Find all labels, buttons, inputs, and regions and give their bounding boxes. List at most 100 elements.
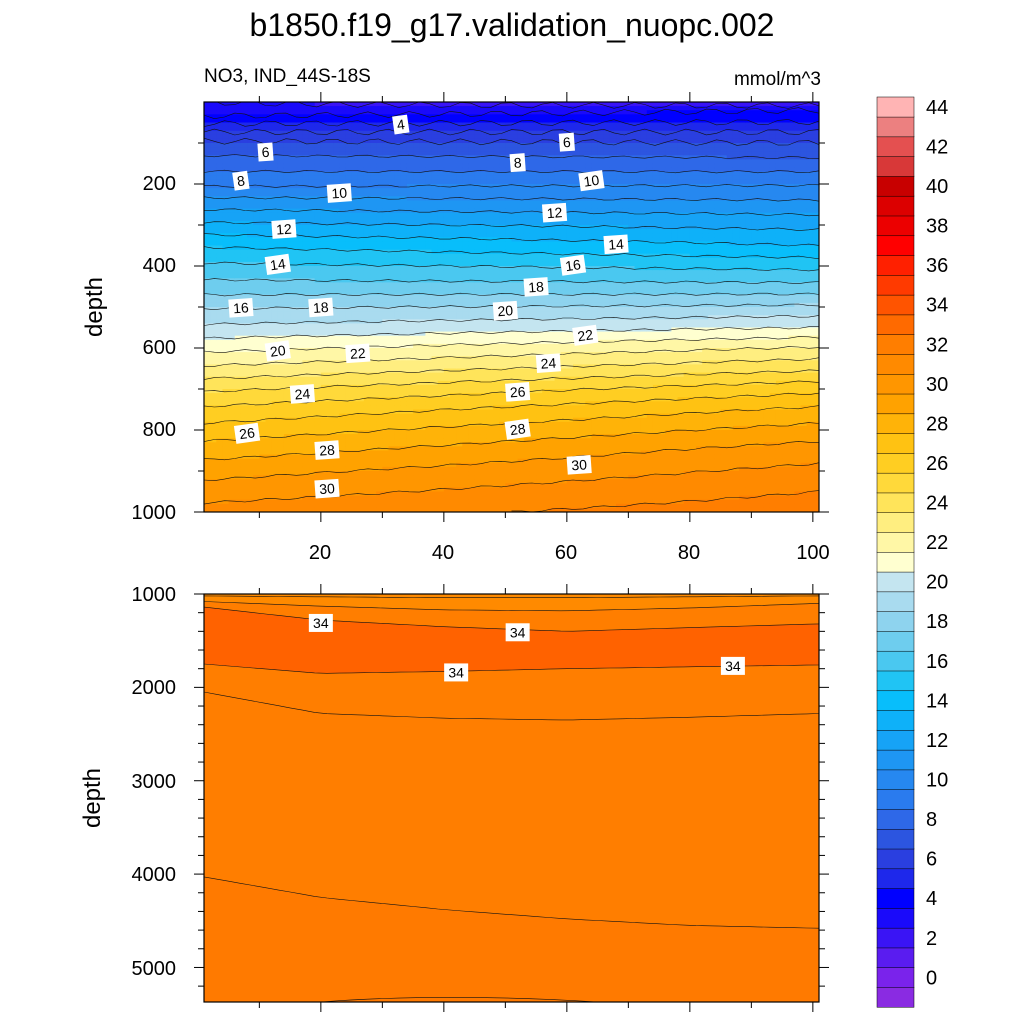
upper-fill-cell: [376, 188, 383, 193]
upper-fill-cell: [314, 462, 322, 468]
upper-fill-cell: [388, 475, 396, 480]
upper-fill-cell: [468, 348, 476, 353]
upper-fill-cell: [277, 507, 285, 512]
upper-fill-cell: [351, 110, 359, 115]
upper-fill-cell: [468, 327, 476, 333]
upper-fill-cell: [450, 298, 457, 304]
upper-fill-cell: [327, 175, 334, 181]
upper-fill-cell: [228, 200, 236, 206]
upper-fill-cell: [493, 220, 500, 226]
upper-fill-cell: [450, 311, 457, 316]
upper-fill-cell: [363, 270, 371, 275]
upper-fill-cell: [314, 290, 322, 296]
upper-fill-cell: [308, 245, 316, 251]
upper-fill-cell: [499, 257, 506, 263]
upper-fill-cell: [357, 421, 365, 427]
upper-fill-cell: [370, 106, 377, 111]
upper-fill-cell: [376, 102, 383, 107]
upper-fill-cell: [394, 307, 402, 312]
upper-fill-cell: [320, 352, 328, 357]
upper-fill-cell: [493, 339, 500, 345]
upper-fill-cell: [437, 282, 445, 288]
upper-fill-cell: [283, 397, 291, 402]
upper-fill-cell: [357, 339, 365, 345]
upper-fill-cell: [228, 401, 236, 406]
upper-fill-cell: [296, 184, 303, 189]
upper-fill-cell: [431, 233, 439, 238]
upper-fill-cell: [216, 118, 224, 124]
upper-fill-cell: [302, 302, 310, 308]
upper-fill-cell: [222, 507, 230, 512]
upper-fill-cell: [493, 237, 500, 242]
upper-fill-cell: [443, 487, 451, 493]
upper-fill-cell: [259, 425, 267, 431]
upper-fill-cell: [320, 376, 328, 382]
upper-fill-cell: [228, 233, 236, 238]
upper-fill-cell: [240, 466, 248, 472]
upper-fill-cell: [493, 175, 500, 181]
upper-fill-cell: [450, 282, 457, 288]
upper-fill-cell: [443, 364, 451, 370]
upper-fill-cell: [234, 384, 242, 390]
upper-fill-cell: [425, 229, 433, 234]
upper-fill-cell: [493, 454, 500, 460]
upper-fill-cell: [339, 204, 347, 210]
upper-fill-cell: [283, 122, 291, 128]
upper-fill-cell: [394, 274, 402, 279]
upper-fill-cell: [431, 491, 439, 497]
upper-fill-cell: [240, 233, 248, 238]
upper-fill-cell: [382, 327, 390, 333]
upper-fill-cell: [259, 450, 267, 456]
upper-fill-cell: [400, 389, 408, 394]
upper-fill-cell: [259, 327, 267, 333]
upper-fill-cell: [345, 245, 353, 251]
upper-fill-cell: [290, 380, 297, 386]
upper-fill-cell: [308, 282, 316, 288]
upper-fill-cell: [265, 290, 273, 296]
upper-fill-cell: [240, 495, 248, 501]
upper-fill-cell: [204, 229, 211, 234]
upper-fill-cell: [290, 475, 297, 480]
upper-fill-cell: [431, 184, 439, 189]
upper-fill-cell: [456, 196, 463, 201]
upper-fill-cell: [376, 323, 383, 329]
upper-fill-cell: [204, 458, 211, 464]
upper-fill-cell: [308, 483, 316, 488]
upper-fill-cell: [271, 192, 279, 197]
upper-fill-cell: [265, 413, 273, 419]
upper-fill-cell: [253, 282, 260, 288]
upper-fill-cell: [486, 372, 494, 378]
upper-fill-cell: [450, 409, 457, 415]
upper-fill-cell: [333, 225, 340, 230]
upper-fill-cell: [351, 237, 359, 242]
upper-fill-cell: [462, 200, 470, 206]
upper-fill-cell: [277, 466, 285, 472]
upper-fill-cell: [413, 151, 420, 156]
upper-fill-cell: [406, 208, 414, 214]
upper-fill-cell: [351, 331, 359, 337]
upper-fill-cell: [486, 126, 494, 132]
upper-fill-cell: [486, 307, 494, 312]
upper-fill-cell: [271, 188, 279, 193]
upper-fill-cell: [486, 184, 494, 189]
upper-fill-cell: [376, 204, 383, 210]
upper-fill-cell: [431, 167, 439, 173]
upper-fill-cell: [474, 286, 482, 292]
upper-fill-cell: [333, 290, 340, 296]
upper-fill-cell: [327, 466, 334, 472]
upper-fill-cell: [259, 253, 267, 259]
upper-fill-cell: [376, 233, 383, 238]
upper-fill-cell: [400, 249, 408, 255]
upper-fill-cell: [333, 319, 340, 324]
upper-fill-cell: [302, 331, 310, 337]
upper-fill-cell: [456, 253, 463, 259]
upper-fill-cell: [493, 192, 500, 197]
upper-fill-cell: [240, 294, 248, 300]
upper-fill-cell: [204, 282, 211, 288]
upper-fill-cell: [357, 249, 365, 255]
upper-fill-cell: [480, 364, 488, 370]
upper-fill-cell: [450, 130, 457, 136]
upper-fill-cell: [456, 106, 463, 111]
upper-fill-cell: [314, 339, 322, 345]
upper-fill-cell: [499, 487, 506, 493]
